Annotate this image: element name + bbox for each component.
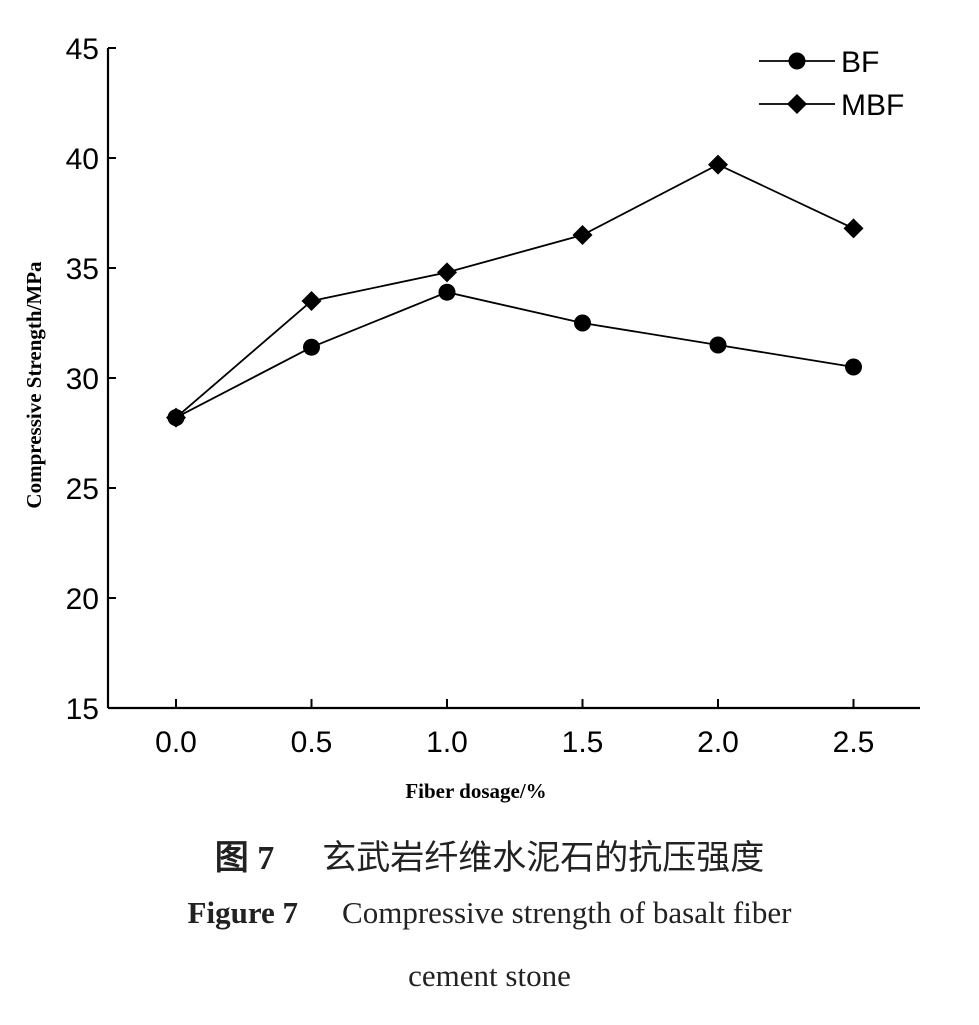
caption-english-number: Figure 7 bbox=[187, 895, 299, 930]
data-point-bf bbox=[574, 314, 591, 332]
caption-chinese-number: 图 7 bbox=[214, 840, 275, 877]
data-point-mbf bbox=[843, 218, 864, 239]
legend-item-bf: BF bbox=[759, 46, 879, 79]
legend-label-mbf: MBF bbox=[841, 89, 904, 122]
y-tick-label: 45 bbox=[66, 33, 99, 66]
x-tick-label: 1.0 bbox=[426, 726, 468, 759]
legend-item-mbf: MBF bbox=[759, 89, 904, 122]
series-line-bf bbox=[175, 291, 854, 419]
caption-english-title-line2: cement stone bbox=[408, 958, 571, 993]
y-tick-label: 40 bbox=[66, 143, 99, 176]
y-axis-title: Compressive Strength/MPa bbox=[22, 261, 46, 509]
y-tick-label: 35 bbox=[66, 253, 99, 286]
series-line-mbf bbox=[175, 163, 854, 419]
data-point-mbf bbox=[572, 225, 593, 245]
data-point-bf bbox=[845, 358, 862, 376]
x-tick-label: 2.5 bbox=[833, 726, 875, 759]
x-tick-label: 0.5 bbox=[291, 726, 333, 759]
y-tick-label: 30 bbox=[66, 363, 99, 396]
x-axis-title: Fiber dosage/% bbox=[405, 779, 546, 803]
x-tick-label: 1.5 bbox=[562, 726, 604, 759]
x-tick-label: 2.0 bbox=[697, 726, 739, 759]
legend-label-bf: BF bbox=[841, 46, 879, 79]
legend-marker-bf bbox=[788, 52, 806, 70]
data-point-bf bbox=[709, 336, 727, 354]
caption-english-title-line1: Compressive strength of basalt fiber bbox=[342, 895, 792, 930]
data-point-mbf bbox=[166, 407, 186, 428]
chart-axes bbox=[106, 48, 920, 710]
data-point-bf bbox=[303, 338, 320, 356]
y-tick-label: 15 bbox=[66, 693, 99, 726]
caption-english-line2: cement stone bbox=[0, 958, 979, 994]
data-point-bf bbox=[438, 283, 456, 301]
legend: BF MBF bbox=[759, 46, 904, 122]
y-tick-label: 25 bbox=[66, 473, 99, 506]
x-axis-ticks: 0.0 0.5 1.0 1.5 2.0 2.5 bbox=[155, 699, 874, 759]
caption-chinese-title: 玄武岩纤维水泥石的抗压强度 bbox=[322, 840, 765, 877]
data-point-mbf bbox=[708, 154, 728, 175]
data-point-mbf bbox=[437, 262, 457, 283]
series-bf bbox=[167, 283, 862, 427]
series-layer bbox=[166, 154, 864, 428]
y-axis-ticks: 15 20 25 30 35 40 45 bbox=[66, 33, 116, 726]
caption-english: Figure 7 Compressive strength of basalt f… bbox=[0, 895, 979, 931]
data-point-mbf bbox=[301, 291, 322, 311]
caption-chinese: 图 7 玄武岩纤维水泥石的抗压强度 bbox=[0, 830, 979, 879]
legend-marker-mbf bbox=[787, 94, 807, 114]
x-tick-label: 0.0 bbox=[155, 726, 197, 759]
y-tick-label: 20 bbox=[66, 583, 99, 616]
series-mbf bbox=[166, 154, 864, 428]
